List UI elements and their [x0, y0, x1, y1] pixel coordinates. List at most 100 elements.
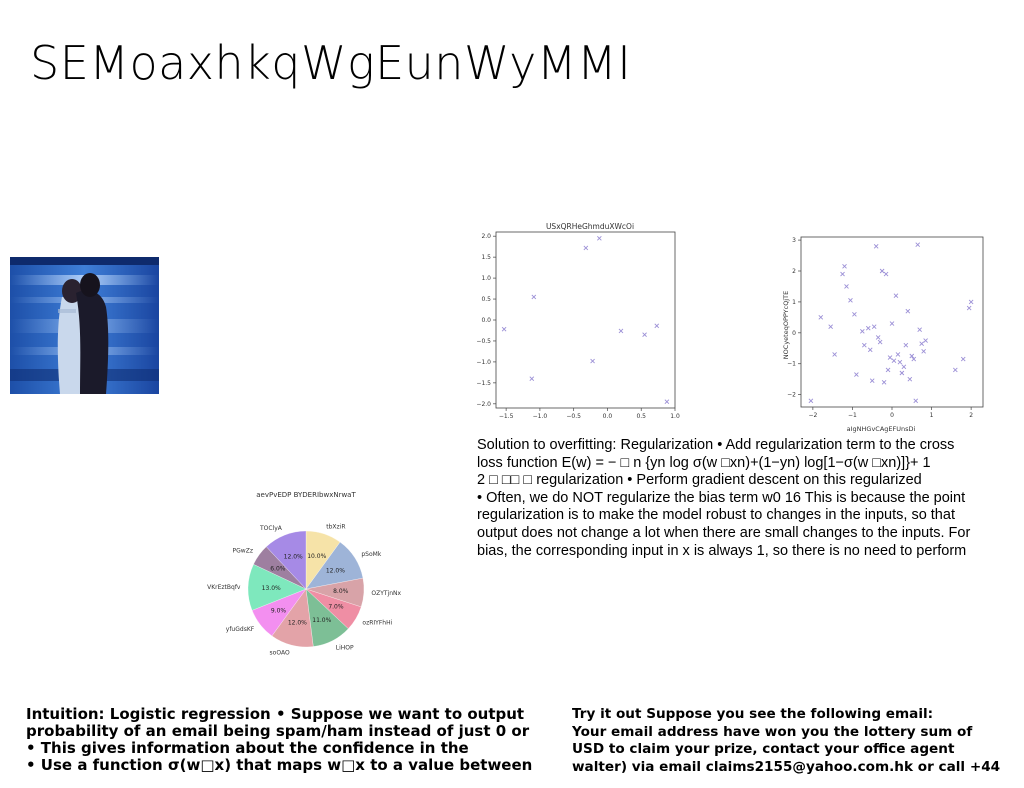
- scatter2-point: [832, 352, 837, 357]
- scatter2-point: [873, 243, 879, 249]
- scatter2-ytick-label: −2: [787, 392, 796, 399]
- scatter2-point: [881, 379, 887, 385]
- scatter1-ytick-label: 0.0: [481, 317, 491, 324]
- scatter1-point: [597, 235, 602, 241]
- scatter2-point: [879, 268, 885, 274]
- scatter2-point: [808, 398, 814, 404]
- pie-percent-label: 6.0%: [270, 566, 286, 573]
- scatter2-point: [917, 327, 923, 333]
- scatter1-ytick-label: −0.5: [476, 338, 491, 345]
- pie-category-label: LiHOP: [336, 644, 354, 651]
- scatter2-xtick-label: 2: [969, 412, 973, 419]
- scatter1-ytick-label: 1.5: [481, 254, 491, 261]
- scatter2-point: [828, 324, 833, 329]
- scatter2-point: [921, 349, 926, 354]
- scatter2-point: [901, 364, 907, 370]
- pie-percent-label: 13.0%: [262, 585, 281, 592]
- scatter2-point: [840, 271, 845, 277]
- scatter2-point: [968, 299, 974, 305]
- pie-category-label: soOAO: [270, 649, 290, 656]
- pie-category-label: VKrEztBqfv: [207, 584, 241, 591]
- scatter1-xtick-label: 0.5: [636, 413, 646, 420]
- pie-category-label: PGwZz: [233, 547, 253, 554]
- scatter2-point: [889, 321, 895, 326]
- scatter2-ytick-label: 1: [792, 299, 796, 306]
- scatter1-ytick-label: −1.0: [476, 359, 491, 366]
- scatter1-ytick-label: 1.0: [481, 275, 491, 282]
- scatter2-point: [891, 358, 897, 363]
- scatter2-point: [887, 355, 893, 360]
- scatter2-point: [909, 353, 915, 359]
- scatter2-point: [842, 264, 847, 269]
- scatter2-ytick-label: 2: [792, 268, 796, 275]
- scatter2-point: [861, 342, 867, 348]
- scatter1-xtick-label: 0.0: [603, 413, 613, 420]
- pie-category-label: yfuGdsKF: [226, 626, 255, 633]
- scatter2-ytick-label: −1: [787, 361, 796, 368]
- scatter1-xtick-label: −0.5: [566, 413, 581, 420]
- scatter2-point: [905, 308, 911, 314]
- scatter2-point: [952, 367, 958, 373]
- scatter2-xtick-label: 0: [890, 412, 894, 419]
- slide-title: SEMoaxhkqWgEunWyMMI: [30, 36, 632, 90]
- scatter2-xtick-label: −2: [808, 412, 817, 419]
- scatter2-point: [852, 311, 857, 317]
- scatter2-xtick-label: −1: [848, 412, 857, 419]
- scatter1-ytick-label: −2.0: [476, 401, 491, 408]
- pie-category-label: tbXziR: [326, 524, 345, 531]
- scatter1-point: [583, 245, 589, 251]
- scatter2-point: [897, 359, 903, 365]
- scatter1-point: [590, 358, 595, 364]
- scatter1-point: [642, 332, 647, 337]
- scatter2-point: [885, 367, 891, 373]
- pie-title: aevPvEDP BYDERIbwxNrwaT: [256, 491, 356, 499]
- scatter1-ytick-label: 0.5: [481, 296, 491, 303]
- pie-percent-label: 7.0%: [328, 604, 344, 611]
- pie-slice: [266, 530, 307, 590]
- scatter2-point: [877, 339, 883, 345]
- pie-percent-label: 9.0%: [271, 607, 287, 614]
- scatter2-point: [913, 398, 919, 404]
- scatter1-point: [531, 294, 537, 300]
- scatter2-point: [871, 324, 877, 329]
- scatter2-xlabel: aIgNHGvCAgEFUnsDi: [847, 425, 916, 433]
- scatter2-point: [818, 315, 824, 320]
- scatter2-point: [960, 356, 966, 362]
- pie-percent-label: 12.0%: [326, 567, 345, 574]
- scatter1-title: USxQRHeGhmduXWcOi: [546, 222, 634, 231]
- scatter2-point: [923, 338, 928, 343]
- try-it-out-text: Try it out Suppose you see the following…: [572, 706, 1001, 775]
- scatter2-point: [966, 305, 972, 311]
- scatter-plot-2: aIgNHGvCAgEFUnsDi NOCyeteqOPPYcQjTE −2 −1…: [775, 228, 985, 433]
- scatter1-point: [618, 328, 624, 334]
- scatter1-point: [501, 326, 507, 332]
- scatter1-point: [654, 323, 660, 329]
- pie-category-label: OZYTjnNx: [371, 590, 401, 597]
- scatter-plot-1: USxQRHeGhmduXWcOi −1.5 −1.0 −0.5 0.0 0.5 1.0 −…: [470, 215, 685, 420]
- pie-category-label: ozRIYFhHi: [362, 619, 392, 626]
- scatter2-point: [895, 352, 901, 357]
- scatter2-ytick-label: 3: [792, 237, 796, 244]
- photo-couple-embracing: [10, 257, 159, 394]
- scatter1-ytick-label: −1.5: [476, 380, 491, 387]
- scatter2-point: [883, 271, 889, 277]
- pie-category-label: TOClyA: [259, 525, 283, 532]
- pie-chart: aevPvEDP BYDERIbwxNrwaT 10.0% tbXziR 12.0%…: [205, 485, 405, 685]
- pie-percent-label: 8.0%: [333, 588, 349, 595]
- pie-percent-label: 11.0%: [312, 617, 331, 624]
- scatter2-point: [919, 341, 924, 346]
- scatter1-ytick-label: 2.0: [481, 233, 491, 240]
- pie-percent-label: 12.0%: [288, 620, 307, 627]
- scatter2-point: [915, 242, 921, 248]
- scatter1-frame: [495, 231, 676, 409]
- pie-category-label: pSoMk: [361, 551, 381, 558]
- scatter2-ylabel: NOCyeteqOPPYcQjTE: [782, 291, 790, 359]
- intuition-text: Intuition: Logistic regression • Suppose…: [26, 706, 533, 774]
- scatter2-point: [893, 293, 899, 299]
- scatter2-ytick-label: 0: [792, 330, 796, 337]
- scatter2-point: [860, 328, 865, 334]
- scatter2-point: [854, 372, 859, 377]
- scatter2-point: [903, 342, 909, 348]
- pie-percent-label: 10.0%: [307, 553, 326, 560]
- scatter1-xtick-label: 1.0: [670, 413, 680, 420]
